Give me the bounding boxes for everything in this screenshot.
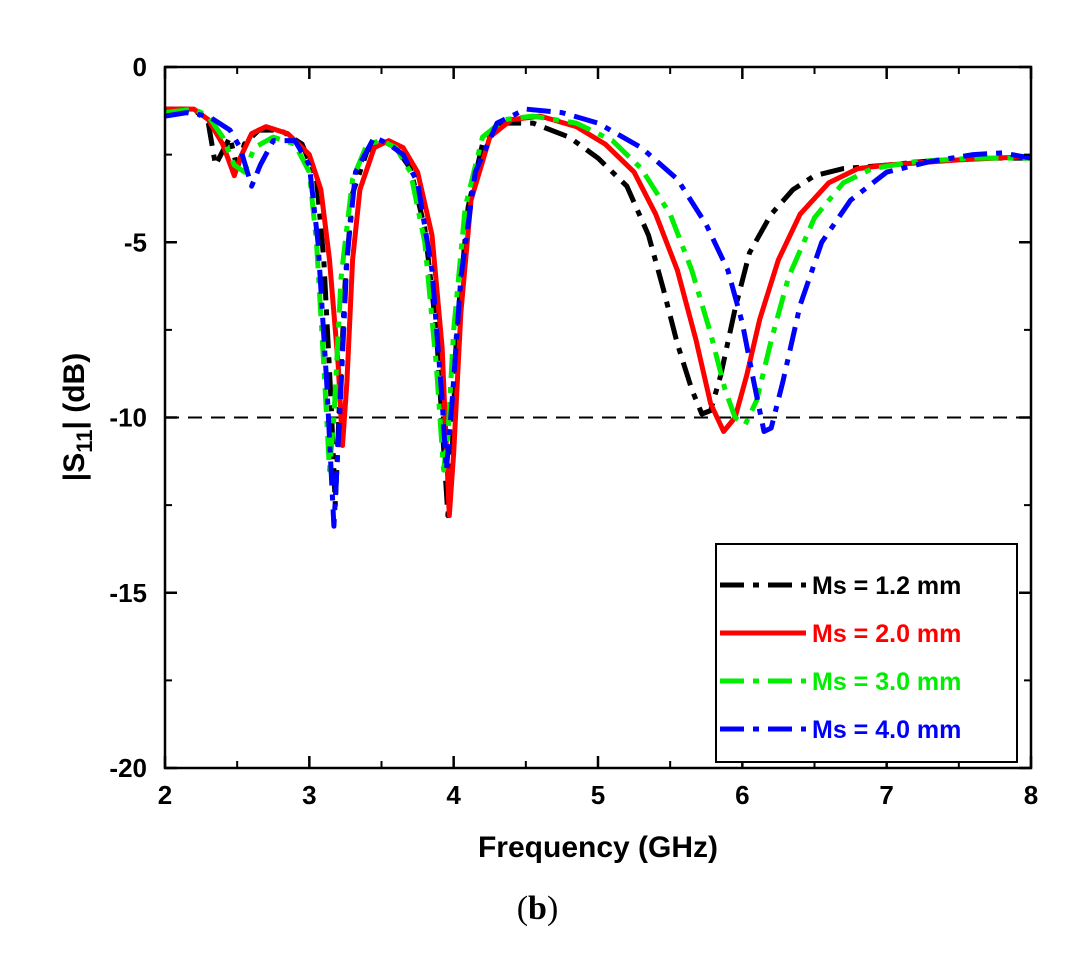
x-tick-label: 3 xyxy=(302,780,316,810)
legend-label-2: Ms = 2.0 mm xyxy=(812,620,961,648)
x-tick-label: 6 xyxy=(735,780,749,810)
caption-open-paren: ( xyxy=(516,890,529,927)
y-tick-label: -10 xyxy=(109,403,147,433)
series-layer xyxy=(165,106,1031,529)
y-axis-title: |S11| (dB) xyxy=(58,353,97,481)
x-tick-label: 7 xyxy=(879,780,893,810)
x-tick-label: 8 xyxy=(1024,780,1038,810)
y-tick-label: -5 xyxy=(124,227,147,257)
figure-caption: (b) xyxy=(0,890,1075,928)
legend-items: Ms = 1.2 mm Ms = 2.0 mm Ms = 3.0 mm Ms = 4.… xyxy=(720,572,961,744)
s11-chart: 2 3 4 5 6 7 8 0 -5 -10 -15 -20 Frequency (GHz) |S11… xyxy=(58,52,1038,864)
x-tick-label: 5 xyxy=(591,780,605,810)
y-axis-title-subscript: 11 xyxy=(72,430,97,453)
caption-close-paren: ) xyxy=(546,890,559,927)
x-tick-label: 2 xyxy=(158,780,172,810)
ticks-layer: 2 3 4 5 6 7 8 0 -5 -10 -15 -20 xyxy=(109,52,1038,810)
y-tick-label: -15 xyxy=(109,578,147,608)
series-line-4 xyxy=(165,106,1031,529)
y-axis-title-tail: | (dB) xyxy=(58,353,91,430)
y-tick-label: -20 xyxy=(109,753,147,783)
x-axis-title: Frequency (GHz) xyxy=(478,831,718,864)
legend-label-3: Ms = 3.0 mm xyxy=(812,668,961,696)
y-tick-label: 0 xyxy=(133,52,147,82)
legend-label-1: Ms = 1.2 mm xyxy=(812,572,961,600)
legend-label-4: Ms = 4.0 mm xyxy=(812,716,961,744)
legend: Ms = 1.2 mm Ms = 2.0 mm Ms = 3.0 mm Ms = 4.… xyxy=(715,543,1018,763)
x-tick-label: 4 xyxy=(446,780,461,810)
legend-box xyxy=(715,543,1018,763)
y-axis-title-main: |S xyxy=(58,453,91,481)
caption-letter: b xyxy=(528,890,547,927)
